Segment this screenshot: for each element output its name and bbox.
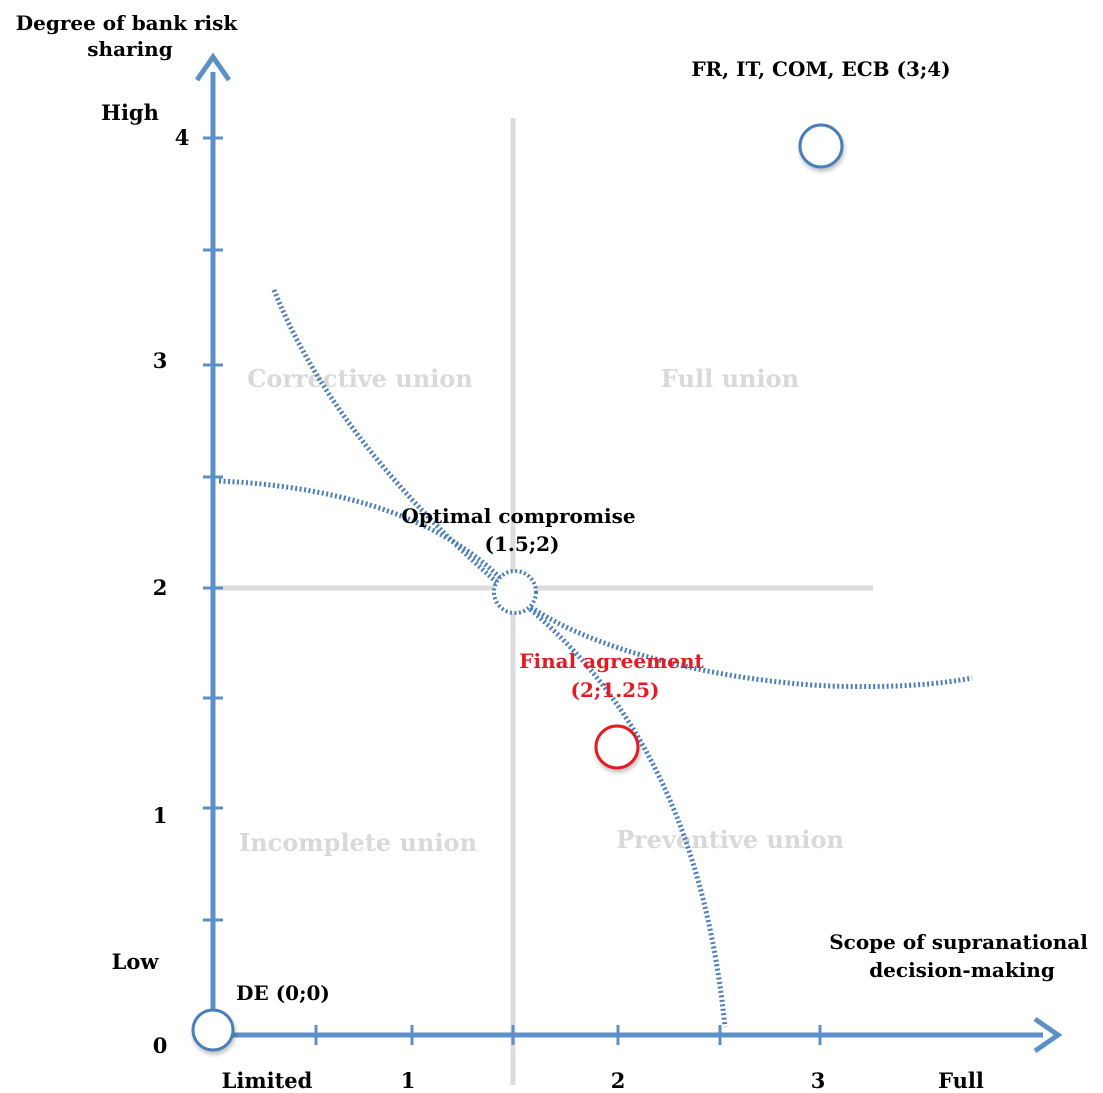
y-axis xyxy=(194,52,232,1035)
label-final-agreement: Final agreement (2;1.25) xyxy=(519,649,710,702)
indifference-curve-upper xyxy=(218,478,973,690)
y-tick-label-2: 2 xyxy=(153,575,168,600)
x-tick-label-2: 2 xyxy=(611,1068,626,1093)
quadrant-label-corrective: Corrective union xyxy=(247,364,473,393)
quadrant-label-preventive: Preventive union xyxy=(616,825,844,854)
x-level-full: Full xyxy=(938,1068,984,1093)
y-tick-label-3: 3 xyxy=(153,348,168,373)
point-final-agreement xyxy=(594,724,640,770)
quadrant-label-full: Full union xyxy=(661,364,799,393)
x-tick-label-3: 3 xyxy=(811,1068,826,1093)
label-optimal-compromise: Optimal compromise (1.5;2) xyxy=(401,504,642,556)
y-tick-label-0: 0 xyxy=(153,1033,168,1058)
y-axis-title: Degree of bank risk sharing xyxy=(16,11,244,61)
y-tick-label-4: 4 xyxy=(175,125,190,150)
x-level-limited: Limited xyxy=(222,1068,313,1093)
y-tick-label-1: 1 xyxy=(153,803,168,828)
x-axis-title: Scope of supranational decision-making xyxy=(829,930,1095,982)
y-level-low: Low xyxy=(112,949,160,974)
quadrant-label-incomplete: Incomplete union xyxy=(239,828,477,857)
y-ticks xyxy=(203,136,223,922)
label-de: DE (0;0) xyxy=(236,981,330,1005)
point-optimal-compromise xyxy=(492,569,538,615)
label-fr-it-com-ecb: FR, IT, COM, ECB (3;4) xyxy=(691,57,950,81)
y-level-high: High xyxy=(101,100,159,125)
point-fr-it-com-ecb xyxy=(798,123,844,169)
x-ticks xyxy=(314,1025,822,1045)
x-axis xyxy=(213,1016,1063,1054)
point-de xyxy=(191,1008,235,1052)
x-tick-label-1: 1 xyxy=(401,1068,416,1093)
